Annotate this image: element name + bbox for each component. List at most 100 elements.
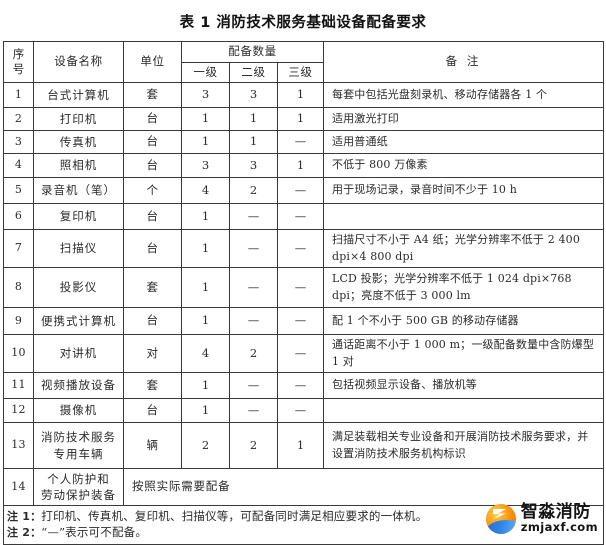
- table-container: 序 号 设备名称 单位 配备数量 备 注 一级 二级 三级 1 台式计算机套 3 3 1…: [0, 40, 606, 545]
- row-grade-1: 1: [181, 267, 230, 309]
- row-grade-3: —: [277, 334, 324, 374]
- row-unit: 套: [123, 267, 182, 309]
- row-grade-1: 1: [181, 307, 230, 336]
- table-row: 12 摄像机台 1— —: [3, 398, 604, 424]
- row-grade-2: 1: [229, 107, 278, 132]
- equipment-requirements-table: 序 号 设备名称 单位 配备数量 备 注 一级 二级 三级 1 台式计算机套 3 3 1…: [3, 40, 604, 545]
- note-2-label: 注 2：: [7, 526, 42, 540]
- header-sequence-line2: 号: [12, 62, 25, 77]
- row-remark: 用于现场记录，录音时间不少于 10 h: [323, 177, 604, 205]
- table-row: 2 打印机台 1 1 1 适用激光打印: [3, 107, 604, 132]
- row-equipment-name: 视频播放设备: [33, 372, 124, 400]
- header-grade-1: 一级: [181, 61, 230, 84]
- row-grade-2: 3: [229, 153, 278, 179]
- row-equipment-name: 投影仪: [33, 267, 124, 309]
- table-row: 14 个人防护和 劳动保护装备 按照实际需要配备: [3, 468, 604, 507]
- row-unit: 台: [123, 203, 182, 231]
- row-sequence: 14: [3, 468, 34, 507]
- row-equipment-name: 打印机: [33, 107, 124, 132]
- row-remark: 通话距离不小于 1 000 m；一级配备数量中含防爆型 1 对: [323, 334, 604, 374]
- row-grade-3: 1: [277, 107, 324, 132]
- header-sequence-line1: 序: [12, 46, 25, 61]
- row-unit: 套: [123, 82, 182, 109]
- row-grade-3: —: [277, 130, 324, 155]
- notes-row: 注 1：打印机、传真机、复印机、扫描仪等，可配备同时满足相应要求的一体机。 注 …: [3, 505, 604, 545]
- row-grade-2: —: [229, 398, 278, 424]
- header-grade-2: 二级: [229, 61, 278, 84]
- row-sequence: 12: [3, 398, 34, 424]
- table-row: 5 录音机（笔）个 4 2— 用于现场记录，录音时间不少于 10 h: [3, 177, 604, 205]
- row-unit: 台: [123, 107, 182, 132]
- row-equipment-name: 摄像机: [33, 398, 124, 424]
- row-remark: 配 1 个不小于 500 GB 的移动存储器: [323, 307, 604, 336]
- row-grade-2: —: [229, 229, 278, 269]
- row-grade-2: —: [229, 267, 278, 309]
- row-sequence: 11: [3, 372, 34, 400]
- row-unit: 个: [123, 177, 182, 205]
- row-remark: 适用激光打印: [323, 107, 604, 132]
- page-title: 表 1 消防技术服务基础设备配备要求: [179, 15, 427, 31]
- header-row-1: 序 号 设备名称 单位 配备数量 备 注: [3, 40, 604, 84]
- row-sequence: 6: [3, 203, 34, 231]
- row-remark: 不低于 800 万像素: [323, 153, 604, 179]
- table-header: 序 号 设备名称 单位 配备数量 备 注 一级 二级 三级: [3, 40, 604, 84]
- header-equipment-name: 设备名称: [33, 40, 124, 84]
- row-grade-1: 3: [181, 82, 230, 109]
- row-grade-3: —: [277, 372, 324, 400]
- table-row: 6 复印机台 1— —: [3, 203, 604, 231]
- row-equipment-name: 录音机（笔）: [33, 177, 124, 205]
- row-grade-1: 1: [181, 372, 230, 400]
- row-remark: 每套中包括光盘刻录机、移动存储器各 1 个: [323, 82, 604, 109]
- table-row: 1 台式计算机套 3 3 1 每套中包括光盘刻录机、移动存储器各 1 个: [3, 82, 604, 109]
- row-sequence: 9: [3, 307, 34, 336]
- table-row: 3 传真机台 1 1— 适用普通纸: [3, 130, 604, 155]
- note-1-label: 注 1：: [7, 510, 42, 524]
- row-grade-3: 1: [277, 82, 324, 109]
- row-equipment-name: 传真机: [33, 130, 124, 155]
- row-grade-2: 2: [229, 422, 278, 470]
- note-line-1: 注 1：打印机、传真机、复印机、扫描仪等，可配备同时满足相应要求的一体机。: [7, 509, 600, 525]
- row-grade-1: 1: [181, 229, 230, 269]
- row-equipment-name: 消防技术服务 专用车辆: [33, 422, 124, 470]
- row-grade-2: 2: [229, 177, 278, 205]
- table-body: 1 台式计算机套 3 3 1 每套中包括光盘刻录机、移动存储器各 1 个 2 打印机台 1 1 1 适…: [3, 82, 604, 507]
- row-grade-3: 1: [277, 153, 324, 179]
- row-sequence: 7: [3, 229, 34, 269]
- row-equipment-name: 个人防护和 劳动保护装备: [33, 468, 124, 507]
- row-grade-1: 1: [181, 107, 230, 132]
- row-remark: 适用普通纸: [323, 130, 604, 155]
- row-grade-2: —: [229, 372, 278, 400]
- row-grade-1: 1: [181, 398, 230, 424]
- table-notes: 注 1：打印机、传真机、复印机、扫描仪等，可配备同时满足相应要求的一体机。 注 …: [3, 505, 604, 545]
- row-grade-1: 2: [181, 422, 230, 470]
- row-sequence: 4: [3, 153, 34, 179]
- row-unit: 台: [123, 398, 182, 424]
- row-sequence: 2: [3, 107, 34, 132]
- row-grade-1: 3: [181, 153, 230, 179]
- header-quantity-group: 配备数量: [181, 41, 324, 63]
- table-row: 9 便携式计算机台 1— — 配 1 个不小于 500 GB 的移动存储器: [3, 307, 604, 336]
- table-row: 8 投影仪套 1— — LCD 投影；光学分辨率不低于 1 024 dpi×768 dp…: [3, 267, 604, 309]
- row-grade-3: 1: [277, 422, 324, 470]
- row-remark: LCD 投影；光学分辨率不低于 1 024 dpi×768 dpi；亮度不低于 …: [323, 267, 604, 309]
- row-equipment-name: 复印机: [33, 203, 124, 231]
- row-sequence: 8: [3, 267, 34, 309]
- row-grade-3: —: [277, 307, 324, 336]
- note-1-text: 打印机、传真机、复印机、扫描仪等，可配备同时满足相应要求的一体机。: [41, 509, 428, 524]
- header-grade-3: 三级: [277, 61, 324, 84]
- row-grade-1: 4: [181, 334, 230, 374]
- row-grade-3: —: [277, 203, 324, 231]
- header-remark: 备 注: [323, 40, 604, 84]
- row-remark: 扫描尺寸不小于 A4 纸；光学分辨率不低于 2 400 dpi×4 800 dp…: [323, 229, 604, 269]
- note-line-2: 注 2：“—”表示可不配备。: [7, 525, 600, 541]
- row-grade-1: 4: [181, 177, 230, 205]
- row-unit: 辆: [123, 422, 182, 470]
- row-remark: 包括视频显示设备、播放机等: [323, 372, 604, 400]
- row-grade-3: —: [277, 267, 324, 309]
- row-sequence: 1: [3, 82, 34, 109]
- row-equipment-name: 扫描仪: [33, 229, 124, 269]
- row-grade-2: —: [229, 203, 278, 231]
- row-grade-2: 2: [229, 334, 278, 374]
- row-equipment-name: 台式计算机: [33, 82, 124, 109]
- table-row: 11 视频播放设备套 1— — 包括视频显示设备、播放机等: [3, 372, 604, 400]
